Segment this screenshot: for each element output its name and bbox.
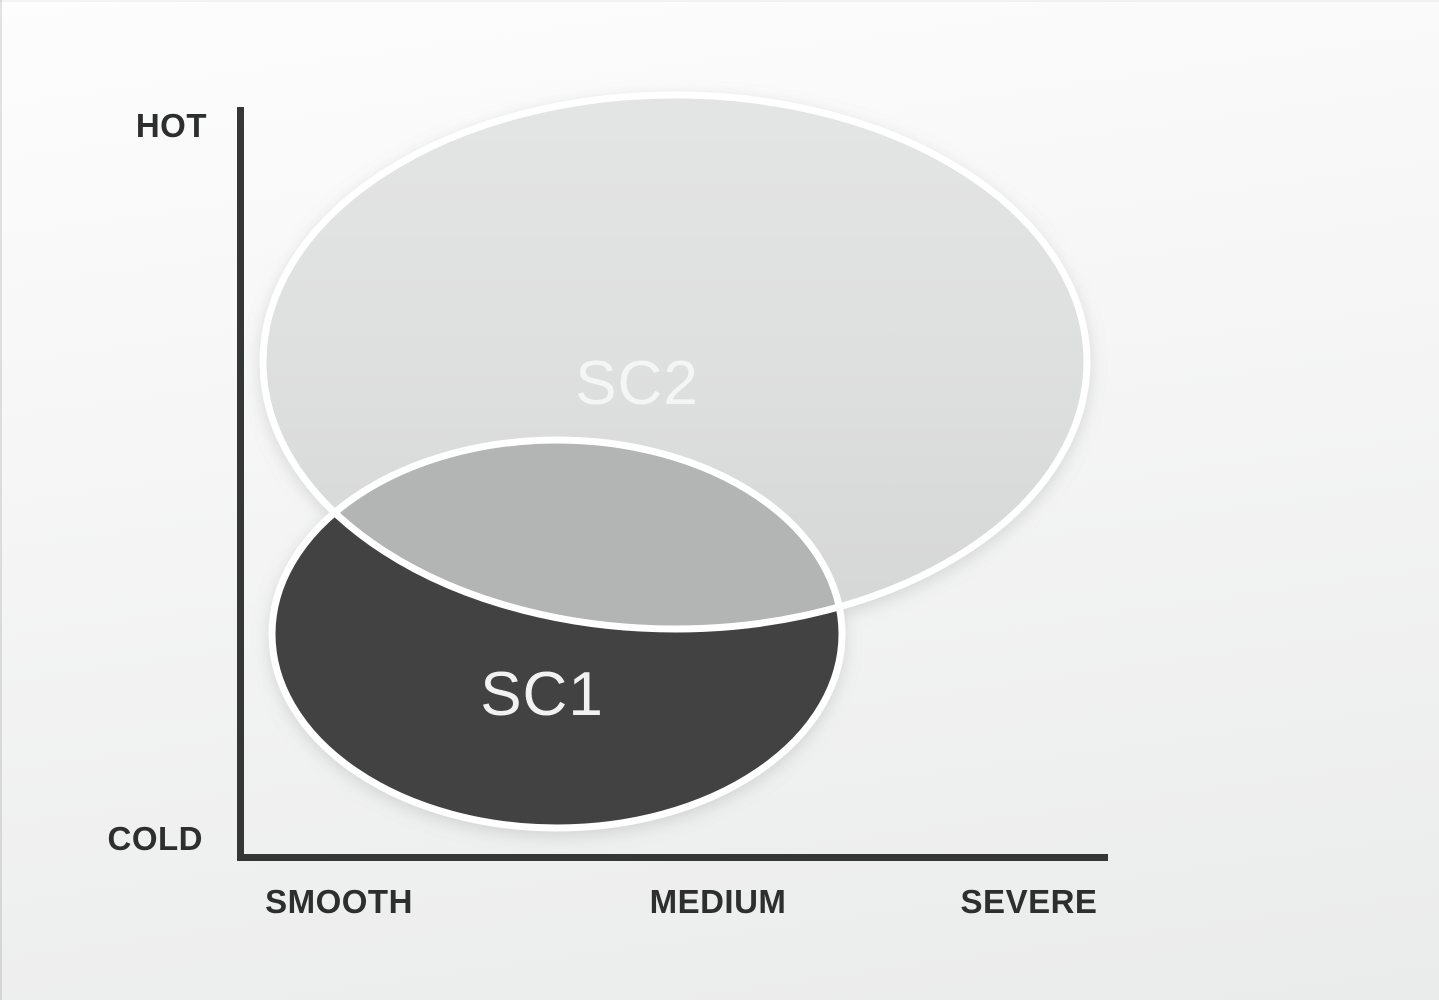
y-axis-bottom-label: COLD <box>108 820 204 857</box>
axis-lines <box>237 107 1108 861</box>
venn-group <box>259 91 1091 832</box>
sc1-outline <box>268 436 846 832</box>
y-axis-top-label: HOT <box>136 107 207 144</box>
sc1-label: SC1 <box>480 660 604 729</box>
overlap-region <box>272 440 842 629</box>
x-axis-label-smooth: SMOOTH <box>265 883 413 920</box>
sc2-outline <box>259 91 1091 633</box>
x-axis-label-severe: SEVERE <box>961 883 1098 920</box>
x-axis-label-medium: MEDIUM <box>650 883 787 920</box>
sc2-label: SC2 <box>575 349 699 418</box>
